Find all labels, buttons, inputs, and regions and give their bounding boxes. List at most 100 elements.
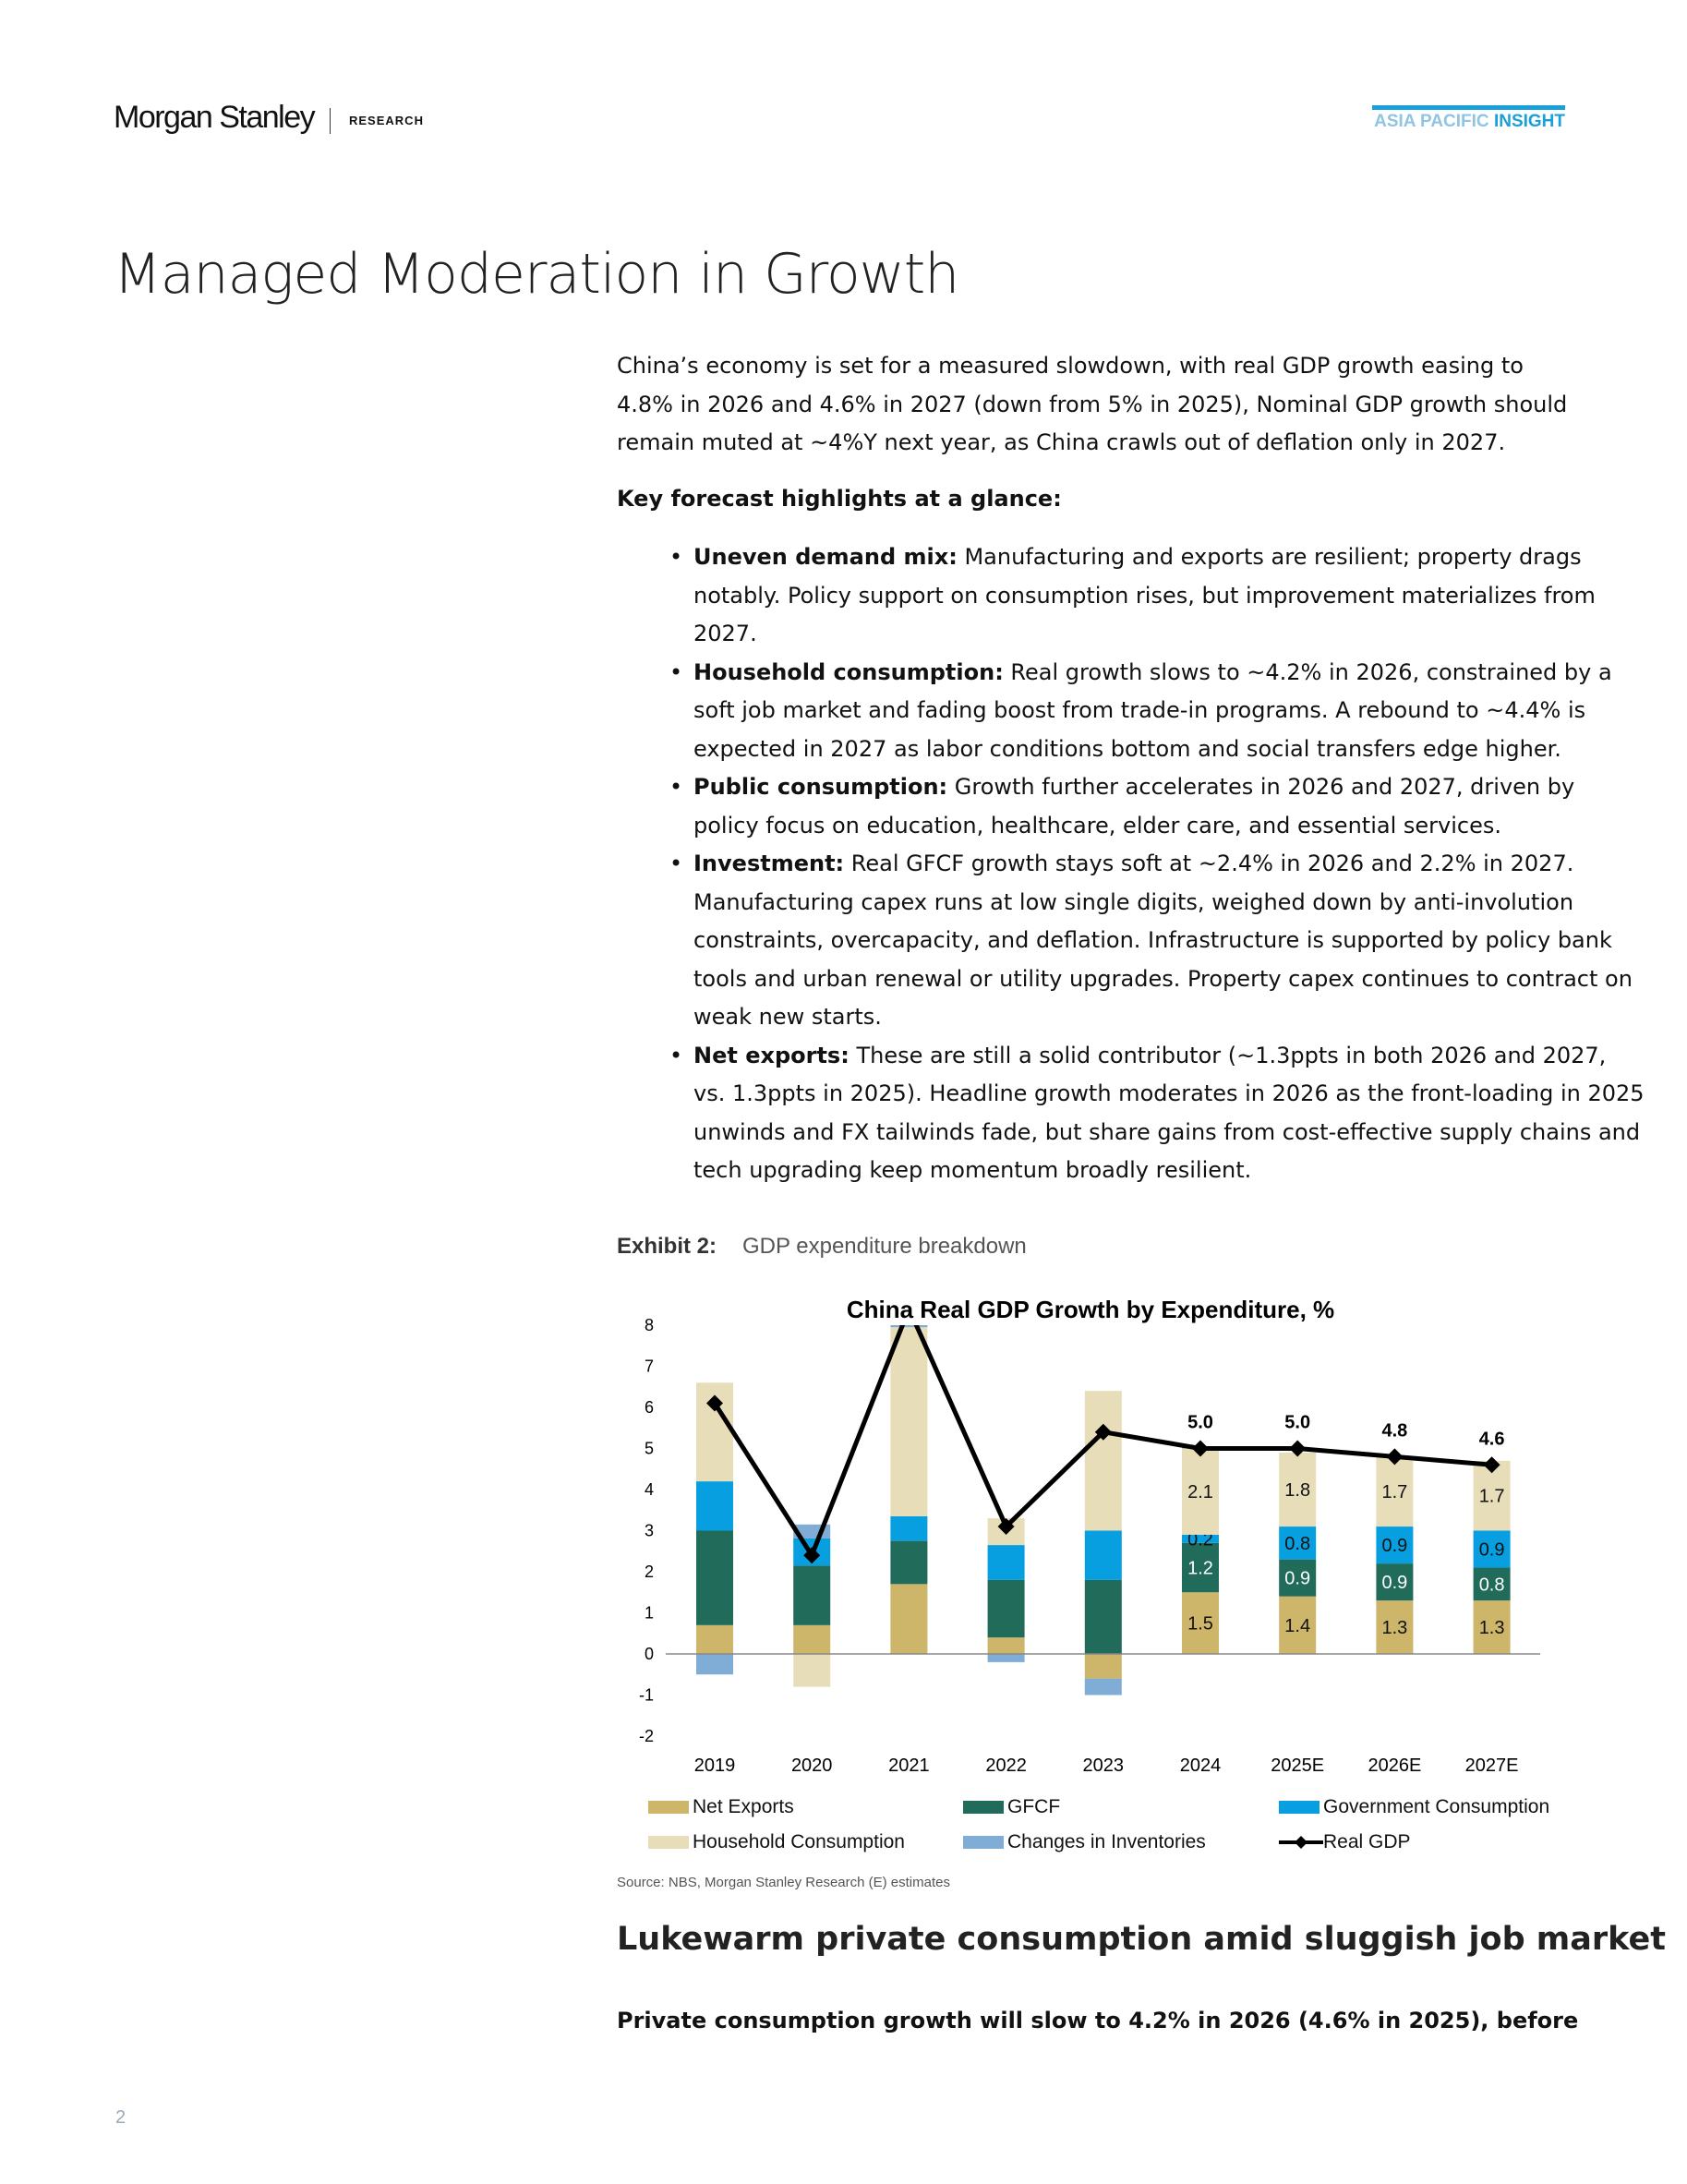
bar-segment bbox=[987, 1579, 1025, 1638]
y-tick-label: 7 bbox=[645, 1357, 654, 1376]
legend-gfcf: GFCF bbox=[963, 1796, 1060, 1818]
legend-label: Government Consumption bbox=[1323, 1796, 1550, 1817]
legend-swatch bbox=[963, 1836, 1004, 1849]
legend-net-exports: Net Exports bbox=[648, 1796, 794, 1818]
list-item: Uneven demand mix: Manufacturing and exp… bbox=[669, 538, 1645, 654]
data-label: 0.9 bbox=[1284, 1569, 1310, 1589]
data-label: 1.7 bbox=[1381, 1482, 1407, 1502]
bar-segment bbox=[1182, 1448, 1219, 1535]
intro-paragraph: China’s economy is set for a measured sl… bbox=[617, 353, 1568, 455]
y-tick-label: -1 bbox=[639, 1686, 654, 1705]
bar-segment bbox=[1376, 1600, 1414, 1654]
x-tick-label: 2019 bbox=[694, 1756, 736, 1776]
y-tick-label: 8 bbox=[645, 1316, 654, 1334]
bar-segment bbox=[890, 1327, 928, 1516]
real-gdp-marker bbox=[1289, 1440, 1307, 1457]
y-tick-label: 6 bbox=[645, 1398, 654, 1417]
series-label: ASIA PACIFIC INSIGHT bbox=[1374, 112, 1565, 132]
bar-segment bbox=[1279, 1452, 1317, 1527]
x-tick-label: 2025E bbox=[1271, 1756, 1324, 1776]
chart-source: Source: NBS, Morgan Stanley Research (E)… bbox=[617, 1875, 950, 1890]
y-tick-label: 4 bbox=[645, 1480, 654, 1499]
real-gdp-label: 4.8 bbox=[1381, 1420, 1407, 1441]
bar-segment bbox=[793, 1565, 831, 1625]
bar-segment bbox=[1182, 1542, 1219, 1593]
data-label: 0.8 bbox=[1284, 1534, 1310, 1554]
real-gdp-marker bbox=[997, 1518, 1015, 1536]
x-tick-label: 2026E bbox=[1368, 1756, 1421, 1776]
y-tick-label: 3 bbox=[645, 1522, 654, 1540]
bar-segment bbox=[1376, 1526, 1414, 1564]
real-gdp-label: 5.0 bbox=[1284, 1413, 1310, 1433]
bar-segment bbox=[1279, 1526, 1317, 1560]
bar-segment bbox=[987, 1545, 1025, 1580]
list-item: Public consumption: Growth further accel… bbox=[669, 768, 1645, 845]
bar-segment bbox=[793, 1654, 831, 1687]
real-gdp-marker bbox=[803, 1547, 821, 1564]
legend-label: Real GDP bbox=[1323, 1831, 1411, 1852]
data-label: 1.8 bbox=[1284, 1480, 1310, 1501]
bullet-text: These are still a solid contributor (~1.… bbox=[693, 1042, 1645, 1184]
legend-label: Changes in Inventories bbox=[1007, 1831, 1206, 1852]
data-label: 0.9 bbox=[1381, 1573, 1407, 1593]
legend-swatch bbox=[648, 1801, 689, 1814]
real-gdp-label: 5.0 bbox=[1187, 1413, 1213, 1433]
bar-segment bbox=[1084, 1530, 1122, 1580]
insight-accent-bar bbox=[1372, 105, 1565, 110]
bullet-text: Real growth slows to ~4.2% in 2026, cons… bbox=[693, 658, 1612, 762]
highlights-list: Uneven demand mix: Manufacturing and exp… bbox=[617, 538, 1645, 1190]
legend-swatch bbox=[963, 1801, 1004, 1814]
key-highlights-heading: Key forecast highlights at a glance: bbox=[617, 486, 1062, 512]
series-label-light: ASIA PACIFIC bbox=[1374, 112, 1489, 131]
bullet-text: Real GFCF growth stays soft at ~2.4% in … bbox=[693, 851, 1633, 1030]
legend-real-gdp: Real GDP bbox=[1279, 1831, 1411, 1853]
bar-segment bbox=[696, 1481, 733, 1531]
bullet-text: Manufacturing and exports are resilient;… bbox=[693, 544, 1596, 646]
bullet-lead: Investment: bbox=[693, 851, 845, 876]
bar-segment bbox=[1473, 1530, 1511, 1568]
legend-line-diamond-icon bbox=[1279, 1836, 1323, 1849]
bar-segment bbox=[987, 1654, 1025, 1662]
bar-segment bbox=[1473, 1600, 1511, 1654]
bullet-lead: Net exports: bbox=[693, 1042, 850, 1068]
bullet-text: Growth further accelerates in 2026 and 2… bbox=[693, 774, 1575, 839]
data-label: 1.7 bbox=[1479, 1487, 1505, 1507]
x-tick-label: 2024 bbox=[1180, 1756, 1222, 1776]
legend-changes-in-inventories: Changes in Inventories bbox=[963, 1831, 1206, 1853]
legend-label: GFCF bbox=[1007, 1796, 1061, 1817]
bar-segment bbox=[696, 1530, 733, 1625]
data-label: 1.4 bbox=[1284, 1616, 1310, 1636]
real-gdp-marker bbox=[706, 1394, 723, 1412]
real-gdp-marker bbox=[1483, 1456, 1500, 1474]
bar-segment bbox=[696, 1654, 733, 1675]
page-title: Managed Moderation in Growth bbox=[114, 242, 959, 307]
gdp-expenditure-chart: China Real GDP Growth by Expenditure, % … bbox=[639, 1296, 1540, 1776]
data-label: 1.3 bbox=[1479, 1618, 1505, 1638]
chart-title: China Real GDP Growth by Expenditure, % bbox=[847, 1296, 1334, 1323]
list-item: Net exports: These are still a solid con… bbox=[669, 1037, 1645, 1190]
bar-segment bbox=[890, 1515, 928, 1541]
exhibit-label: Exhibit 2: bbox=[617, 1234, 717, 1259]
data-label: 1.3 bbox=[1381, 1618, 1407, 1638]
bar-segment bbox=[1279, 1559, 1317, 1597]
y-tick-label: 1 bbox=[645, 1604, 654, 1623]
data-label: 0.9 bbox=[1381, 1536, 1407, 1556]
legend-swatch bbox=[648, 1836, 689, 1849]
real-gdp-marker bbox=[1386, 1448, 1404, 1466]
exhibit-title: GDP expenditure breakdown bbox=[742, 1234, 1027, 1259]
data-label: 1.5 bbox=[1187, 1614, 1213, 1635]
bar-segment bbox=[1279, 1596, 1317, 1654]
legend-label: Household Consumption bbox=[693, 1831, 905, 1852]
list-item: Household consumption: Real growth slows… bbox=[669, 654, 1645, 769]
bar-segment bbox=[1084, 1579, 1122, 1654]
legend-swatch bbox=[1279, 1801, 1319, 1814]
bar-segment bbox=[1182, 1534, 1219, 1543]
x-tick-label: 2027E bbox=[1465, 1756, 1519, 1776]
data-label: 1.2 bbox=[1187, 1559, 1213, 1579]
x-tick-label: 2021 bbox=[888, 1756, 930, 1776]
y-tick-label: 5 bbox=[645, 1440, 654, 1458]
real-gdp-marker bbox=[1192, 1440, 1209, 1457]
bar-segment bbox=[890, 1584, 928, 1654]
bar-segment bbox=[1473, 1567, 1511, 1601]
morgan-stanley-logo: Morgan Stanley bbox=[114, 100, 316, 135]
